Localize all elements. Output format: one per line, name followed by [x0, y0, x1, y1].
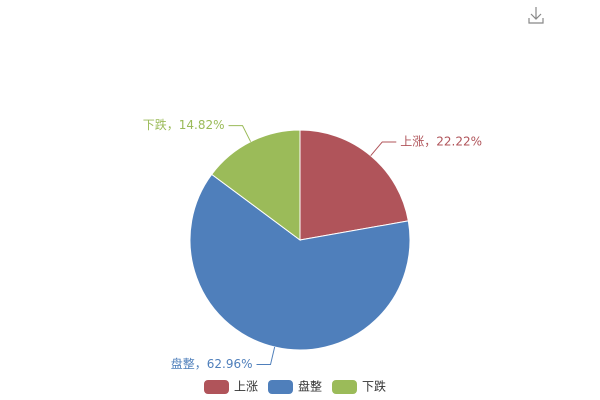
pie-slice[interactable] — [299, 129, 409, 241]
label-leader — [370, 141, 397, 157]
download-icon[interactable] — [528, 7, 544, 24]
legend-label[interactable]: 下跌 — [362, 379, 386, 394]
data-label: 盘整，62.96% — [171, 356, 253, 371]
label-leader — [228, 125, 252, 142]
legend-swatch[interactable] — [332, 380, 357, 394]
download-glyph[interactable] — [528, 7, 544, 24]
data-label: 上涨，22.22% — [400, 133, 482, 148]
label-leader — [256, 346, 276, 366]
legend-label[interactable]: 上涨 — [234, 379, 258, 394]
legend-swatch[interactable] — [268, 380, 293, 394]
legend-swatch[interactable] — [204, 380, 229, 394]
legend-label[interactable]: 盘整 — [298, 379, 322, 394]
data-label: 下跌，14.82% — [143, 117, 225, 132]
